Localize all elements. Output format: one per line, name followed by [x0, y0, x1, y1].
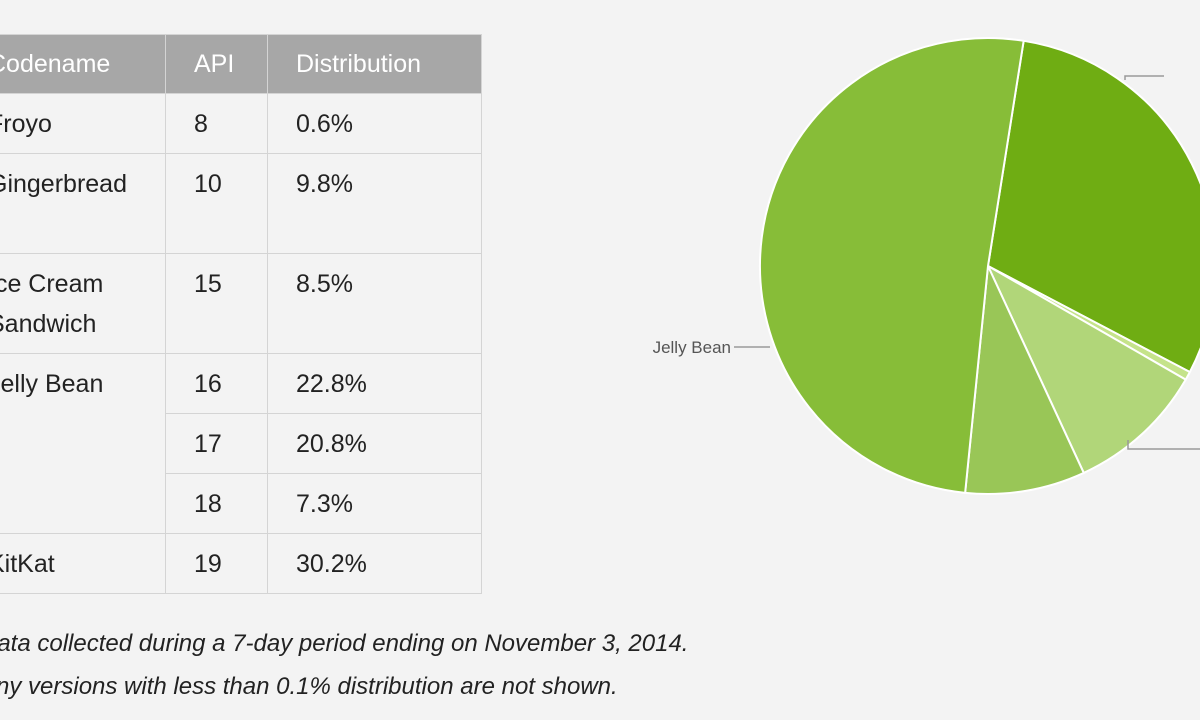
distribution-cell: 9.8% [267, 153, 482, 254]
table-header-row: Codename API Distribution [0, 34, 482, 94]
codename-cell: Gingerbread [0, 153, 166, 254]
header-codename: Codename [0, 34, 166, 94]
table-row: KitKat 19 30.2% [0, 533, 482, 594]
distribution-cell: 20.8% [267, 413, 482, 474]
pie-slice-kitkat [986, 39, 1200, 374]
distribution-cell: 7.3% [267, 473, 482, 534]
codename-cell: Jelly Bean [0, 353, 166, 534]
codename-cell: Ice Cream Sandwich [0, 253, 166, 354]
api-cell: 8 [165, 93, 268, 154]
api-cell: 18 [165, 473, 268, 534]
leader-line-ice-cream-sandwich [1127, 440, 1200, 450]
codename-cell: KitKat [0, 533, 166, 594]
pie-slice-jelly-bean [759, 37, 1025, 494]
distribution-table: Codename API Distribution Froyo 8 0.6% G… [0, 34, 482, 594]
header-distribution: Distribution [267, 34, 482, 94]
table-row: Ice Cream Sandwich 15 8.5% [0, 253, 482, 354]
codename-cell: Froyo [0, 93, 166, 154]
pie-slice-gingerbread [985, 263, 1188, 475]
footnote-threshold: Any versions with less than 0.1% distrib… [0, 673, 618, 700]
leader-line-kitkat [1124, 75, 1164, 80]
table-row: Gingerbread 10 9.8% [0, 153, 482, 254]
footnote-data-period: Data collected during a 7-day period end… [0, 630, 689, 657]
table-row: 18 7.3% [0, 473, 482, 534]
table-row: Jelly Bean 16 22.8% [0, 353, 482, 534]
pie-label-jelly-bean: Jelly Bean [653, 338, 731, 357]
distribution-cell: 30.2% [267, 533, 482, 594]
api-cell: 10 [165, 153, 268, 254]
table-row: Froyo 8 0.6% [0, 93, 482, 154]
table-row: 17 20.8% [0, 413, 482, 474]
api-cell: 15 [165, 253, 268, 354]
api-cell: 19 [165, 533, 268, 594]
header-api: API [165, 34, 268, 94]
distribution-cell: 22.8% [267, 353, 482, 414]
pie-slice-ice-cream-sandwich [964, 262, 1086, 495]
distribution-cell: 8.5% [267, 253, 482, 354]
